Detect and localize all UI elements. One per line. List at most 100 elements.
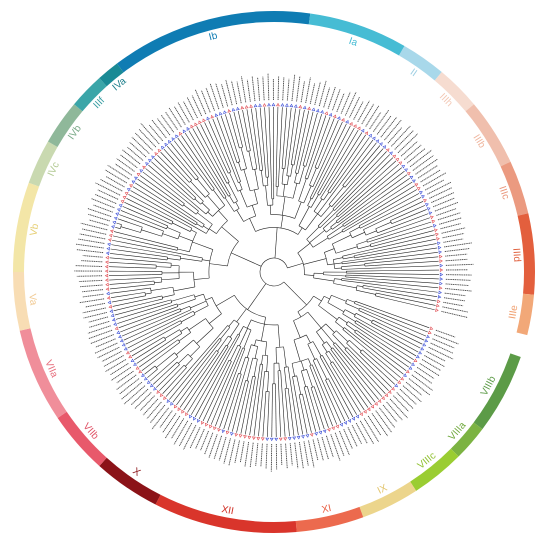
- leaf-label: [82, 290, 103, 292]
- leaf-label: [83, 256, 103, 258]
- leaf-marker: [112, 318, 115, 321]
- leaf-label: [178, 103, 189, 123]
- leaf-marker: [201, 421, 204, 424]
- branch-line: [322, 355, 330, 368]
- leaf-label: [127, 147, 143, 160]
- branch-line: [189, 131, 224, 190]
- leaf-label: [171, 418, 183, 438]
- branch-line: [309, 113, 317, 143]
- leaf-label: [442, 307, 467, 312]
- branch-line: [306, 156, 309, 166]
- leaf-marker: [124, 347, 127, 349]
- branch-line: [112, 299, 130, 302]
- branch-line: [247, 320, 251, 328]
- branch-line: [267, 403, 268, 437]
- branch-line: [117, 228, 120, 229]
- branch-line: [174, 365, 184, 376]
- leaf-marker: [254, 104, 257, 107]
- branch-line: [366, 231, 377, 235]
- branch-line: [227, 189, 231, 195]
- leaf-marker: [338, 117, 341, 120]
- branch-line: [352, 143, 377, 174]
- leaf-label: [169, 108, 181, 127]
- branch-line: [213, 119, 230, 162]
- leaf-label: [105, 170, 127, 183]
- branch-line: [173, 333, 182, 339]
- leaf-marker: [404, 374, 407, 377]
- leaf-marker: [281, 104, 284, 106]
- branch-line: [390, 216, 400, 220]
- branch-line: [254, 190, 257, 204]
- branch-line: [341, 265, 364, 267]
- leaf-marker: [245, 106, 248, 109]
- branch-line: [339, 317, 347, 323]
- branch-line: [110, 286, 134, 288]
- leaf-label: [313, 440, 318, 461]
- branch-line: [116, 305, 164, 319]
- branch-line: [299, 395, 300, 401]
- branch-line: [176, 340, 193, 355]
- branch-line: [317, 359, 327, 380]
- branch-line: [363, 288, 372, 290]
- clade-label-ii: II: [408, 67, 419, 79]
- branch-line: [291, 409, 294, 436]
- branch-line: [157, 256, 167, 257]
- leaf-label: [315, 82, 321, 105]
- leaf-marker: [328, 428, 331, 431]
- branch-line: [380, 197, 422, 218]
- clade-band-iiih: [435, 72, 474, 111]
- leaf-marker: [118, 209, 121, 212]
- branch-line: [195, 294, 204, 297]
- branch-line: [150, 366, 155, 370]
- clade-label-ix: IX: [376, 482, 390, 496]
- branch-line: [167, 309, 180, 314]
- branch-line: [371, 245, 377, 247]
- leaf-marker: [399, 162, 402, 165]
- leaf-marker: [440, 282, 442, 285]
- branch-line: [238, 162, 241, 170]
- leaf-label: [132, 137, 149, 154]
- leaf-marker: [417, 188, 420, 190]
- branch-line: [209, 314, 221, 324]
- leaf-label: [434, 335, 458, 344]
- leaf-marker: [438, 295, 441, 298]
- branch-line: [236, 373, 239, 382]
- leaf-marker: [197, 419, 199, 422]
- leaf-marker: [310, 434, 313, 437]
- leaf-marker: [439, 287, 442, 290]
- leaf-label: [406, 382, 422, 395]
- leaf-label: [278, 76, 279, 100]
- branch-line: [115, 227, 117, 228]
- branch-line: [299, 207, 309, 226]
- clade-label-xi: XI: [321, 503, 333, 516]
- branch-line: [357, 241, 367, 244]
- leaf-marker: [416, 355, 419, 357]
- branch-line: [261, 355, 262, 364]
- branch-line: [298, 312, 301, 317]
- leaf-marker: [427, 208, 430, 211]
- branch-line: [167, 227, 180, 233]
- leaf-label: [348, 427, 357, 447]
- leaf-label: [366, 106, 379, 127]
- branch-line: [360, 308, 375, 314]
- branch-line: [203, 226, 208, 229]
- branch-line: [163, 374, 181, 393]
- branch-line: [217, 117, 233, 159]
- branch-line: [203, 378, 224, 421]
- leaf-marker: [145, 377, 148, 380]
- leaf-marker: [288, 437, 291, 440]
- leaf-label: [89, 317, 108, 322]
- leaf-marker: [429, 212, 432, 215]
- leaf-marker: [134, 363, 137, 365]
- leaf-marker: [431, 216, 434, 219]
- leaf-marker: [186, 413, 188, 416]
- branch-line: [361, 344, 401, 378]
- branch-line: [316, 405, 324, 429]
- leaf-label: [387, 402, 403, 420]
- branch-line: [294, 144, 298, 165]
- leaf-marker: [215, 114, 218, 117]
- branch-line: [371, 323, 378, 327]
- branch-line: [194, 217, 204, 224]
- branch-line: [333, 258, 343, 260]
- leaf-marker: [142, 374, 145, 377]
